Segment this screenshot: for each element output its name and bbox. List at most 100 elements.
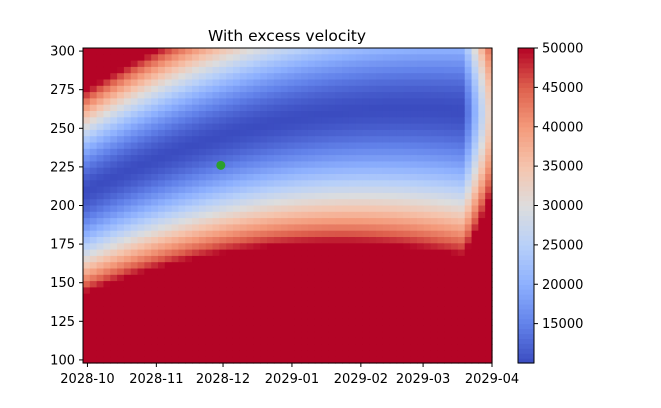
heatmap-cell [110,287,118,295]
heatmap-cell [355,281,364,288]
heatmap-cell [219,111,227,118]
heatmap-cell [123,60,132,68]
heatmap-cell [410,79,418,87]
heatmap-cell [83,331,91,339]
heatmap-cell [430,281,439,288]
heatmap-cell [396,79,404,87]
heatmap-cell [280,117,289,125]
heatmap-cell [430,243,439,251]
heatmap-cell [294,237,302,244]
heatmap-cell [260,54,268,62]
heatmap-cell [389,186,398,194]
heatmap-cell [110,344,118,351]
heatmap-cell [273,331,282,339]
heatmap-cell [485,136,493,144]
heatmap-cell [430,123,439,131]
heatmap-cell [369,60,377,68]
heatmap-cell [471,337,479,345]
heatmap-cell [130,174,139,181]
heatmap-cell [260,293,268,301]
heatmap-cell [287,98,295,106]
heatmap-cell [267,155,275,162]
heatmap-cell [253,79,261,87]
heatmap-cell [457,281,466,288]
heatmap-cell [260,111,268,118]
heatmap-cell [178,224,186,232]
heatmap-cell [267,54,275,62]
heatmap-cell [382,117,391,125]
heatmap-cell [178,117,186,125]
heatmap-cell [314,287,323,295]
heatmap-cell [471,117,479,125]
heatmap-cell [103,66,111,74]
heatmap-cell [410,155,418,162]
heatmap-cell [294,356,302,364]
heatmap-cell [267,255,275,263]
heatmap-cell [151,268,159,276]
heatmap-cell [110,199,118,207]
heatmap-cell [212,73,220,81]
heatmap-cell [478,293,486,301]
heatmap-cell [369,312,377,320]
heatmap-cell [471,293,479,301]
heatmap-cell [253,85,261,93]
heatmap-cell [451,281,459,288]
heatmap-cell [212,148,220,156]
heatmap-cell [171,281,180,288]
colorbar-segment [518,136,534,143]
heatmap-cell [376,237,384,244]
heatmap-cell [164,318,173,326]
heatmap-cell [444,218,452,225]
heatmap-cell [273,199,282,207]
heatmap-cell [451,142,459,150]
heatmap-cell [151,161,159,169]
heatmap-cell [117,211,125,219]
heatmap-cell [403,79,411,87]
heatmap-cell [307,205,316,213]
heatmap-cell [110,300,118,307]
heatmap-cell [192,255,200,263]
heatmap-cell [417,230,425,238]
heatmap-cell [185,129,193,137]
heatmap-cell [273,344,282,351]
heatmap-cell [137,243,145,251]
heatmap-cell [273,180,282,188]
heatmap-cell [157,123,166,131]
heatmap-cell [403,211,411,219]
heatmap-cell [417,306,425,314]
heatmap-cell [280,167,289,175]
heatmap-cell [246,318,255,326]
heatmap-cell [328,199,336,207]
heatmap-cell [423,230,432,238]
heatmap-cell [437,98,445,106]
heatmap-cell [171,104,180,112]
heatmap-cell [164,48,173,55]
heatmap-cell [294,54,302,62]
heatmap-cell [457,104,466,112]
heatmap-cell [464,337,473,345]
heatmap-cell [430,344,439,351]
heatmap-cell [205,312,214,320]
heatmap-cell [212,344,220,351]
heatmap-cell [376,268,384,276]
heatmap-cell [348,205,357,213]
heatmap-cell [410,205,418,213]
heatmap-cell [464,54,473,62]
heatmap-cell [219,73,227,81]
heatmap-cell [362,174,370,181]
heatmap-cell [83,306,91,314]
heatmap-cell [205,192,214,200]
heatmap-cell [239,268,248,276]
heatmap-cell [457,73,466,81]
heatmap-cell [382,230,391,238]
heatmap-cell [164,73,173,81]
heatmap-cell [389,98,398,106]
heatmap-cell [403,54,411,62]
heatmap-cell [178,331,186,339]
heatmap-cell [430,85,439,93]
heatmap-cell [348,337,357,345]
heatmap-cell [376,192,384,200]
heatmap-cell [151,148,159,156]
heatmap-cell [423,129,432,137]
heatmap-cell [328,337,336,345]
